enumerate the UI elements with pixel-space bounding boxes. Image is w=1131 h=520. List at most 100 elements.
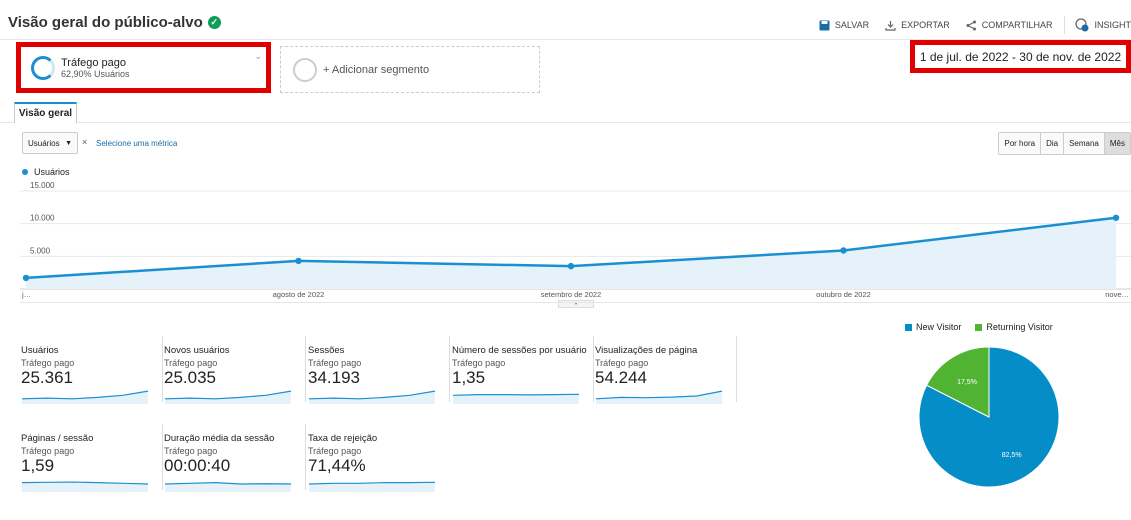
metric-dropdown-value: Usuários xyxy=(28,138,60,148)
sparkline xyxy=(595,390,723,404)
header-divider xyxy=(0,39,1131,40)
period-month-button[interactable]: Mês xyxy=(1103,133,1130,154)
legend-new-visitor: New Visitor xyxy=(905,322,961,332)
legend-swatch-new xyxy=(905,324,912,331)
scorecard[interactable]: Duração média da sessão Tráfego pago 00:00… xyxy=(164,424,306,492)
data-point[interactable] xyxy=(840,247,847,254)
legend-returning-label: Returning Visitor xyxy=(986,322,1053,332)
sparkline-line xyxy=(308,481,436,485)
caret-down-icon: ▼ xyxy=(65,139,72,147)
scorecard-value: 34.193 xyxy=(308,368,360,387)
series-area xyxy=(26,217,1116,289)
scorecard-value: 00:00:40 xyxy=(164,456,231,475)
segment-ring-icon xyxy=(31,55,55,80)
sparkline-area xyxy=(165,391,291,404)
segment-name: Tráfego pago xyxy=(61,56,127,69)
legend-label: Usuários xyxy=(34,167,70,177)
toolbar-divider xyxy=(1064,16,1066,34)
scorecard-segment: Tráfego pago xyxy=(164,446,218,456)
report-toolbar: SALVAR EXPORTAR COMPARTILHAR INSIGHT xyxy=(803,16,1131,34)
legend-dot-icon xyxy=(22,169,28,175)
chart-bottom-divider xyxy=(20,302,1131,303)
scorecard[interactable]: Sessões Tráfego pago 34.193 xyxy=(308,336,450,404)
legend-returning-visitor: Returning Visitor xyxy=(975,322,1053,332)
scorecard-value: 71,44% xyxy=(308,456,366,475)
save-button[interactable]: SALVAR xyxy=(819,20,869,31)
remove-metric-button[interactable]: × xyxy=(82,137,88,147)
y-tick-label: 5.000 xyxy=(30,246,51,255)
select-metric-link[interactable]: Selecione uma métrica xyxy=(96,139,178,148)
segment-chip[interactable]: Tráfego pago 62,90% Usuários ⌄ xyxy=(16,42,271,93)
add-segment-button[interactable]: + Adicionar segmento xyxy=(280,46,540,93)
scorecard-label: Sessões xyxy=(308,345,345,356)
scorecard[interactable]: Número de sessões por usuário Tráfego pag… xyxy=(452,336,594,404)
x-tick-label: outubro de 2022 xyxy=(816,290,871,299)
insight-button[interactable]: INSIGHT xyxy=(1075,18,1131,32)
y-tick-label: 10.000 xyxy=(30,214,55,223)
export-button[interactable]: EXPORTAR xyxy=(885,20,950,31)
page-title-text: Visão geral do público-alvo xyxy=(8,14,203,31)
segment-percent: 62,90% Usuários xyxy=(61,68,130,79)
insight-icon xyxy=(1075,18,1089,32)
period-toggle: Por hora Dia Semana Mês xyxy=(998,132,1131,155)
scorecard[interactable]: Taxa de rejeição Tráfego pago 71,44% xyxy=(308,424,450,492)
scorecard[interactable]: Novos usuários Tráfego pago 25.035 xyxy=(164,336,306,404)
tab-overview[interactable]: Visão geral xyxy=(14,102,77,123)
share-button[interactable]: COMPARTILHAR xyxy=(966,20,1053,31)
scorecard-label: Novos usuários xyxy=(164,345,230,356)
collapse-chart-handle[interactable]: ▾ xyxy=(558,300,594,308)
sparkline-line xyxy=(21,481,149,485)
data-point[interactable] xyxy=(295,257,302,265)
pie-slice-returning-visitor[interactable] xyxy=(925,346,990,418)
scorecard-segment: Tráfego pago xyxy=(21,446,75,456)
scorecard-label: Visualizações de página xyxy=(595,345,698,356)
sparkline-line xyxy=(308,390,436,400)
scorecard-value: 25.361 xyxy=(21,368,73,387)
scorecard-segment: Tráfego pago xyxy=(452,358,506,368)
scorecard-label: Usuários xyxy=(21,345,59,356)
sparkline xyxy=(308,390,436,404)
x-tick-label: nove… xyxy=(1105,290,1129,299)
tab-divider xyxy=(0,122,1131,123)
export-label: EXPORTAR xyxy=(901,20,950,30)
sparkline-line xyxy=(164,390,292,400)
period-day-button[interactable]: Dia xyxy=(1040,133,1064,154)
date-range-text: 1 de jul. de 2022 - 30 de nov. de 2022 xyxy=(919,49,1122,64)
sparkline-area xyxy=(165,482,291,492)
sparkline-area xyxy=(309,482,435,492)
scorecard[interactable]: Usuários Tráfego pago 25.361 xyxy=(21,336,163,404)
save-icon xyxy=(819,20,830,30)
sparkline xyxy=(452,393,580,404)
period-week-button[interactable]: Semana xyxy=(1063,133,1104,154)
scorecard-segment: Tráfego pago xyxy=(164,358,218,368)
data-point[interactable] xyxy=(22,274,30,282)
metric-dropdown[interactable]: Usuários ▼ xyxy=(22,132,78,154)
share-icon xyxy=(966,20,976,30)
sparkline-area xyxy=(22,391,148,404)
x-tick-label: setembro de 2022 xyxy=(541,290,601,299)
empty-segment-ring-icon xyxy=(293,57,317,82)
date-range-picker[interactable]: 1 de jul. de 2022 - 30 de nov. de 2022 xyxy=(910,40,1131,73)
scorecard-segment: Tráfego pago xyxy=(21,358,75,368)
scorecard-segment: Tráfego pago xyxy=(308,446,362,456)
pie-slice-label: 17,5% xyxy=(957,379,977,386)
sparkline-area xyxy=(309,391,435,404)
scorecard-label: Páginas / sessão xyxy=(21,433,94,444)
legend-new-label: New Visitor xyxy=(916,322,962,332)
sparkline xyxy=(164,390,292,404)
period-hour-button[interactable]: Por hora xyxy=(999,133,1041,154)
x-tick-label: agosto de 2022 xyxy=(273,290,325,299)
chevron-down-icon[interactable]: ⌄ xyxy=(254,51,262,61)
export-icon xyxy=(885,20,896,31)
data-point[interactable] xyxy=(1112,214,1120,221)
scorecard[interactable]: Visualizações de página Tráfego pago 54.24… xyxy=(595,336,737,404)
y-tick-label: 15.000 xyxy=(30,181,55,190)
x-tick-label: j… xyxy=(21,290,31,299)
sparkline-line xyxy=(164,481,292,485)
scorecard-segment: Tráfego pago xyxy=(308,358,362,368)
scorecard-label: Número de sessões por usuário xyxy=(452,345,587,356)
scorecard[interactable]: Páginas / sessão Tráfego pago 1,59 xyxy=(21,424,163,492)
data-point[interactable] xyxy=(567,262,575,270)
share-label: COMPARTILHAR xyxy=(981,20,1053,30)
add-segment-label: + Adicionar segmento xyxy=(323,63,430,76)
